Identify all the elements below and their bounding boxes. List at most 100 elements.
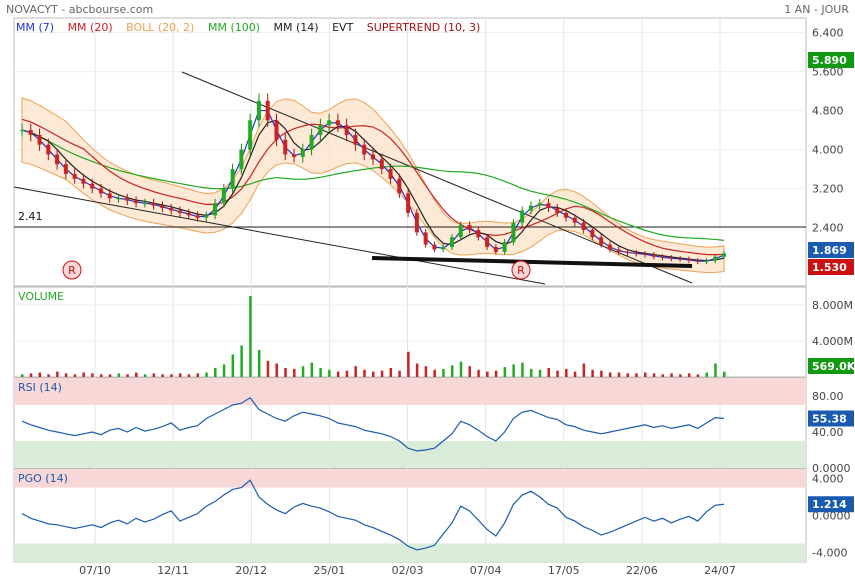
x-tick-label: 07/04: [470, 564, 502, 577]
volume-bar: [319, 368, 322, 377]
pgo-panel-label: PGO (14): [18, 472, 68, 485]
volume-bar: [644, 372, 647, 377]
volume-bar: [608, 372, 612, 377]
volume-bar: [205, 372, 208, 377]
volume-bar: [380, 370, 384, 377]
x-tick-label: 20/12: [235, 564, 267, 577]
candle-body: [476, 229, 481, 238]
candle-body: [20, 130, 24, 132]
candle-body: [72, 173, 77, 179]
trend-line-lower: [13, 186, 546, 285]
pgo-tick-label: 0.0000: [812, 510, 851, 523]
price-tick-label: 3.200: [812, 183, 844, 196]
volume-bar: [249, 296, 252, 377]
candle-body: [572, 217, 577, 223]
volume-bar: [240, 345, 243, 377]
price-tick-label: 5.600: [812, 66, 844, 79]
volume-badge: 569.0K: [812, 360, 855, 373]
volume-bar: [714, 363, 717, 377]
volume-bar: [398, 370, 401, 377]
candle-body: [458, 225, 463, 238]
candle-body: [590, 229, 595, 238]
volume-bar: [723, 371, 726, 377]
supertrend-badge: 1.530: [812, 261, 847, 274]
x-tick-label: 17/05: [548, 564, 580, 577]
candle-body: [704, 260, 709, 262]
candle-body: [485, 237, 490, 248]
candle-body: [371, 154, 375, 160]
legend-boll[interactable]: BOLL (20, 2): [126, 21, 195, 34]
candle-body: [204, 215, 209, 218]
legend-supertrend[interactable]: SUPERTREND (10, 3): [366, 21, 481, 34]
price-tick-label: 2.400: [812, 222, 844, 235]
volume-bar: [126, 374, 129, 377]
mm100-line: [21, 129, 725, 241]
legend-mm100[interactable]: MM (100): [207, 21, 261, 34]
candle-body: [686, 259, 691, 261]
volume-bar: [600, 370, 603, 377]
candle-body: [353, 134, 358, 145]
volume-bar: [336, 371, 340, 377]
volume-bar: [652, 373, 656, 377]
legend-evt[interactable]: EVT: [332, 21, 354, 34]
volume-bar: [661, 374, 665, 377]
candle-body: [423, 232, 428, 245]
legend-mm20[interactable]: MM (20): [67, 21, 113, 34]
volume-bar: [389, 368, 393, 377]
pgo-tick-label: -4.000: [812, 547, 847, 560]
volume-bar: [424, 366, 428, 377]
volume-bar: [521, 362, 524, 377]
candle-body: [634, 252, 639, 254]
volume-badge-bg: [808, 358, 854, 374]
candle-body: [406, 193, 411, 213]
candle-body: [528, 205, 533, 211]
volume-panel-label: VOLUME: [18, 290, 65, 303]
candle-body: [432, 244, 437, 250]
marker-label: R: [68, 264, 76, 277]
volume-bar: [582, 363, 586, 377]
price-tick-label: 4.800: [812, 105, 844, 118]
candle-body: [292, 154, 297, 157]
candle-body: [388, 169, 393, 179]
volume-bar: [626, 373, 629, 377]
candle-body: [607, 244, 612, 250]
volume-bar: [354, 366, 357, 377]
volume-bar: [433, 369, 436, 377]
candle-body: [160, 205, 165, 209]
volume-bar: [178, 373, 182, 377]
volume-bar: [442, 368, 445, 377]
candle-body: [90, 183, 95, 189]
volume-bar: [503, 367, 507, 377]
candle-body: [151, 203, 156, 206]
legend-mm7[interactable]: MM (7): [16, 21, 55, 34]
candle-body: [669, 257, 674, 259]
mm-value-badge-bg: [808, 242, 854, 258]
volume-bar: [372, 371, 375, 377]
legend-mm14[interactable]: MM (14): [273, 21, 319, 34]
volume-bar: [108, 374, 112, 377]
candle-body: [221, 188, 226, 204]
volume-bar: [617, 372, 621, 377]
candle-body: [309, 134, 314, 150]
mm14-line: [21, 119, 725, 262]
candle-body: [213, 203, 218, 216]
volume-bar: [459, 361, 463, 377]
volume-bar: [679, 374, 682, 377]
volume-bar: [56, 371, 59, 377]
candle-body: [397, 178, 402, 194]
x-tick-label: 12/11: [157, 564, 189, 577]
candle-body: [695, 260, 700, 262]
candle-body: [318, 125, 323, 135]
candle-body: [414, 212, 419, 233]
volume-bar: [310, 362, 314, 377]
volume-bar: [38, 372, 42, 377]
timeframe-label[interactable]: 1 AN - JOUR: [784, 3, 849, 16]
volume-bar: [135, 372, 138, 377]
candle-body: [581, 222, 586, 230]
candle-body: [134, 200, 139, 204]
candle-body: [678, 258, 683, 260]
candle-body: [265, 100, 270, 121]
candle-body: [713, 256, 718, 261]
candle-body: [660, 256, 665, 258]
candle-body: [283, 139, 288, 155]
